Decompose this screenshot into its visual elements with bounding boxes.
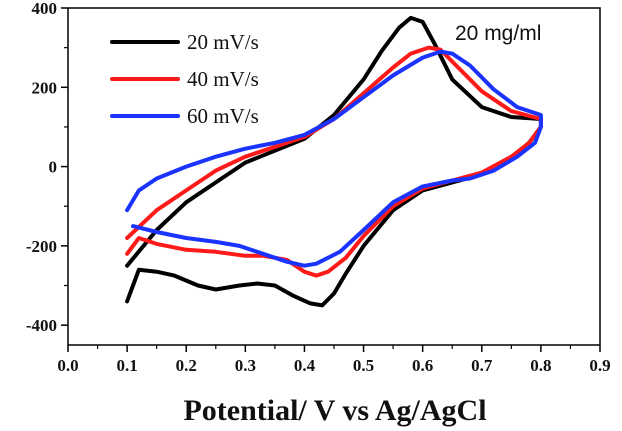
x-tick-label: 0.1	[116, 356, 137, 375]
x-tick-label: 0.7	[471, 356, 493, 375]
y-tick-label: -200	[26, 237, 57, 256]
series-line-60-mv-s	[125, 49, 543, 268]
x-tick-label: 0.2	[176, 356, 197, 375]
x-tick-label: 0.5	[353, 356, 374, 375]
x-axis-title: Potential/ V vs Ag/AgCl	[183, 394, 486, 427]
x-tick-label: 0.3	[235, 356, 256, 375]
x-tick-label: 0.9	[589, 356, 610, 375]
series-line-20-mv-s	[125, 15, 543, 308]
x-tick-label: 0.0	[57, 356, 78, 375]
legend-label: 20 mV/s	[187, 30, 259, 54]
x-tick-label: 0.8	[530, 356, 551, 375]
y-tick-label: 400	[32, 0, 58, 18]
x-tick-label: 0.4	[294, 356, 316, 375]
plot-curves	[125, 15, 543, 308]
x-tick-label: 0.6	[412, 356, 433, 375]
legend-label: 60 mV/s	[187, 104, 259, 128]
legend-label: 40 mV/s	[187, 67, 259, 91]
axis-ticks: 0.0 0.1 0.2 0.3 0.4 0.5 0.6 0.7 0.8 0.9 400 200 0 -20…	[26, 0, 611, 375]
legend: 20 mV/s 40 mV/s 60 mV/s	[110, 30, 259, 128]
y-tick-label: -400	[26, 316, 57, 335]
concentration-annotation: 20 mg/ml	[455, 22, 541, 45]
y-tick-label: 200	[32, 78, 58, 97]
y-tick-label: 0	[49, 158, 58, 177]
